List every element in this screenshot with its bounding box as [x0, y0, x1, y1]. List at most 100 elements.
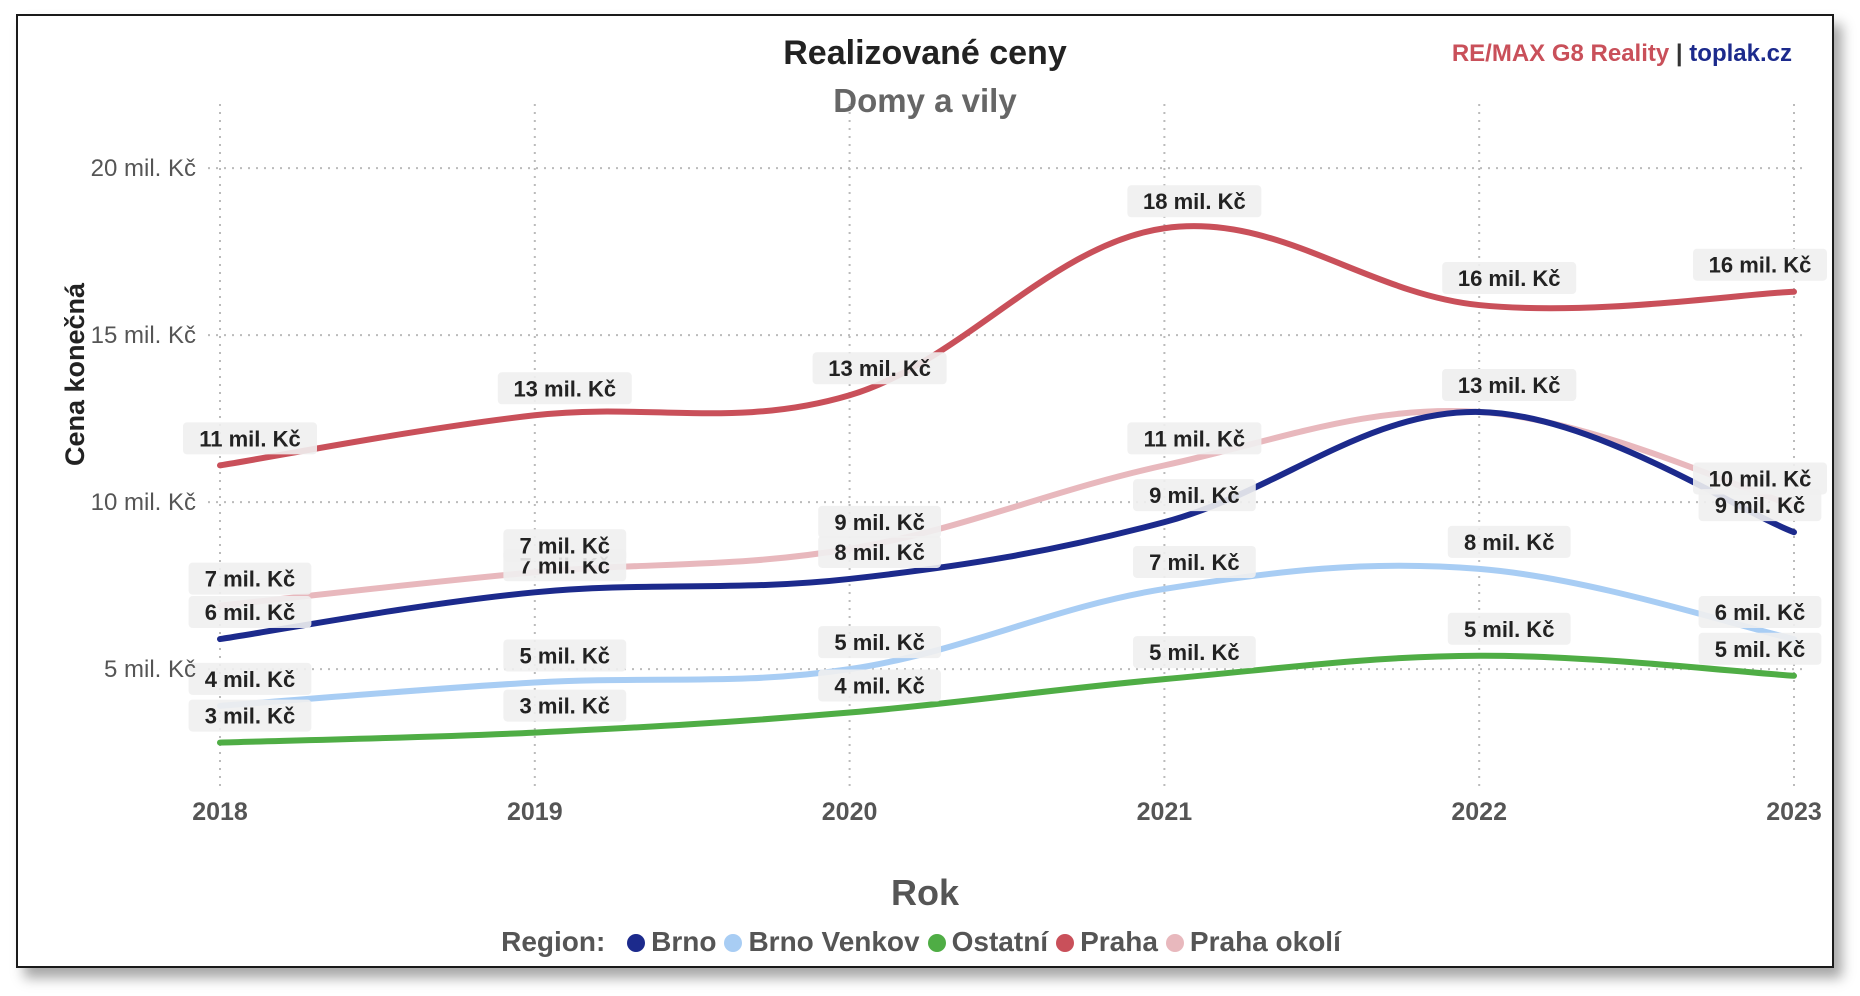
- data-label: 13 mil. Kč: [812, 352, 947, 385]
- data-label-box: [1447, 525, 1571, 558]
- data-label-text: 11 mil. Kč: [199, 426, 301, 451]
- plot-area: 6 mil. Kč 7 mil. Kč 8 mil. Kč 9 mil. Kč 13 m…: [91, 104, 1827, 826]
- legend-dot-icon: [724, 934, 743, 952]
- legend-dot-icon: [927, 934, 946, 952]
- data-label-text: 9 mil. Kč: [834, 510, 924, 535]
- data-label-box: [1133, 545, 1256, 578]
- x-tick-label: 2019: [507, 798, 563, 826]
- data-label: 11 mil. Kč: [183, 422, 317, 455]
- data-label: 8 mil. Kč: [818, 535, 941, 568]
- data-label-box: [1447, 612, 1571, 645]
- data-label-box: [818, 669, 941, 702]
- legend-item[interactable]: Praha okolí: [1165, 926, 1341, 958]
- data-label-box: [818, 505, 941, 538]
- data-label: 9 mil. Kč: [1133, 479, 1256, 512]
- legend-dot-icon: [627, 934, 646, 952]
- y-axis-label: Cena konečná: [60, 282, 90, 466]
- data-label-text: 13 mil. Kč: [513, 376, 616, 401]
- data-label-box: [818, 626, 941, 659]
- data-label-box: [1698, 596, 1822, 629]
- data-label: 6 mil. Kč: [1698, 596, 1822, 629]
- data-label-text: 11 mil. Kč: [1144, 426, 1246, 451]
- series-line-brno-venkov: [217, 562, 1797, 709]
- data-label-box: [503, 529, 627, 562]
- data-label-box: [1693, 462, 1827, 495]
- x-tick-label: 2022: [1451, 798, 1507, 826]
- grid-layer: [208, 104, 1804, 790]
- chart-frame: Realizované ceny Domy a vily RE/MAX G8 R…: [16, 14, 1834, 968]
- legend-item[interactable]: Ostatní: [927, 926, 1048, 958]
- data-label: 18 mil. Kč: [1127, 185, 1262, 218]
- data-label: 7 mil. Kč: [188, 562, 312, 595]
- chart-title: Realizované ceny: [783, 34, 1067, 72]
- legend-item[interactable]: Praha: [1056, 926, 1158, 958]
- data-label-text: 8 mil. Kč: [834, 540, 924, 565]
- data-label: 10 mil. Kč: [1693, 462, 1827, 495]
- legend-item[interactable]: Brno Venkov: [724, 926, 920, 958]
- axis-ticks: 5 mil. Kč 10 mil. Kč 15 mil. Kč 20 mil. Kč 2…: [91, 155, 1822, 826]
- data-label-text: 6 mil. Kč: [205, 600, 295, 625]
- data-label: 3 mil. Kč: [188, 699, 312, 732]
- data-label-box: [1127, 422, 1262, 455]
- data-label-text: 7 mil. Kč: [205, 567, 295, 592]
- data-label: 5 mil. Kč: [1133, 636, 1256, 669]
- data-label-text: 3 mil. Kč: [205, 704, 295, 729]
- brand-re: RE: [1451, 40, 1486, 67]
- series-lines: [217, 223, 1797, 746]
- x-tick-label: 2023: [1766, 798, 1822, 826]
- data-label-box: [1127, 185, 1262, 218]
- legend-title: Region:: [501, 926, 606, 957]
- data-label-text: 13 mil. Kč: [1458, 373, 1561, 398]
- y-tick-label: 15 mil. Kč: [91, 322, 196, 349]
- legend-items: Brno Brno Venkov Ostatní Praha Praha okolí: [627, 926, 1349, 957]
- data-label: 6 mil. Kč: [188, 596, 312, 629]
- data-label-box: [1442, 262, 1577, 295]
- y-tick-label: 20 mil. Kč: [91, 155, 196, 182]
- branding-logo: RE/MAX G8 Reality | toplak.cz: [1452, 40, 1792, 68]
- data-label-box: [188, 662, 312, 695]
- data-label-text: 6 mil. Kč: [1715, 600, 1805, 625]
- data-label-text: 18 mil. Kč: [1143, 189, 1246, 214]
- data-label-text: 16 mil. Kč: [1458, 266, 1561, 291]
- data-label: 16 mil. Kč: [1442, 262, 1577, 295]
- legend-label: Praha okolí: [1189, 926, 1341, 957]
- y-tick-label: 10 mil. Kč: [91, 489, 196, 516]
- data-label-text: 5 mil. Kč: [1149, 640, 1239, 665]
- data-label-box: [1698, 632, 1822, 665]
- data-label-text: 16 mil. Kč: [1709, 253, 1812, 278]
- x-tick-label: 2020: [822, 798, 878, 826]
- series-line-praha: [217, 223, 1797, 469]
- x-axis-label: Rok: [890, 872, 959, 913]
- data-label-box: [1698, 489, 1822, 522]
- series-line-brno: [217, 408, 1797, 643]
- legend: Region: Brno Brno Venkov Ostatní Praha Praha…: [18, 926, 1832, 958]
- data-label: 9 mil. Kč: [818, 505, 941, 538]
- data-label-box: [1133, 479, 1256, 512]
- data-label-text: 5 mil. Kč: [520, 643, 610, 668]
- data-label: 7 mil. Kč: [503, 529, 627, 562]
- y-tick-label: 5 mil. Kč: [104, 656, 196, 683]
- data-label: 5 mil. Kč: [818, 626, 941, 659]
- data-label-text: 4 mil. Kč: [834, 674, 924, 699]
- data-label-text: 8 mil. Kč: [1464, 530, 1554, 555]
- legend-label: Brno: [651, 926, 717, 957]
- brand-toplak: toplak.cz: [1689, 40, 1792, 67]
- data-label: 7 mil. Kč: [1133, 545, 1256, 578]
- series-line-ostatní: [217, 652, 1797, 746]
- data-label: 8 mil. Kč: [1447, 525, 1571, 558]
- series-line-praha-okolí: [217, 408, 1797, 609]
- data-label: 3 mil. Kč: [503, 689, 627, 722]
- data-label: 5 mil. Kč: [1698, 632, 1822, 665]
- legend-dot-icon: [1165, 934, 1184, 952]
- data-label-text: 9 mil. Kč: [1149, 483, 1239, 508]
- data-label: 5 mil. Kč: [503, 639, 627, 672]
- x-tick-label: 2021: [1137, 798, 1193, 826]
- data-label-text: 9 mil. Kč: [1715, 493, 1805, 518]
- data-label-text: 3 mil. Kč: [520, 694, 610, 719]
- data-label-box: [818, 535, 941, 568]
- data-label-text: 4 mil. Kč: [205, 667, 295, 692]
- legend-label: Brno Venkov: [748, 926, 920, 957]
- data-label: 9 mil. Kč: [1698, 489, 1822, 522]
- legend-item[interactable]: Brno: [627, 926, 716, 958]
- data-label: 13 mil. Kč: [497, 372, 632, 405]
